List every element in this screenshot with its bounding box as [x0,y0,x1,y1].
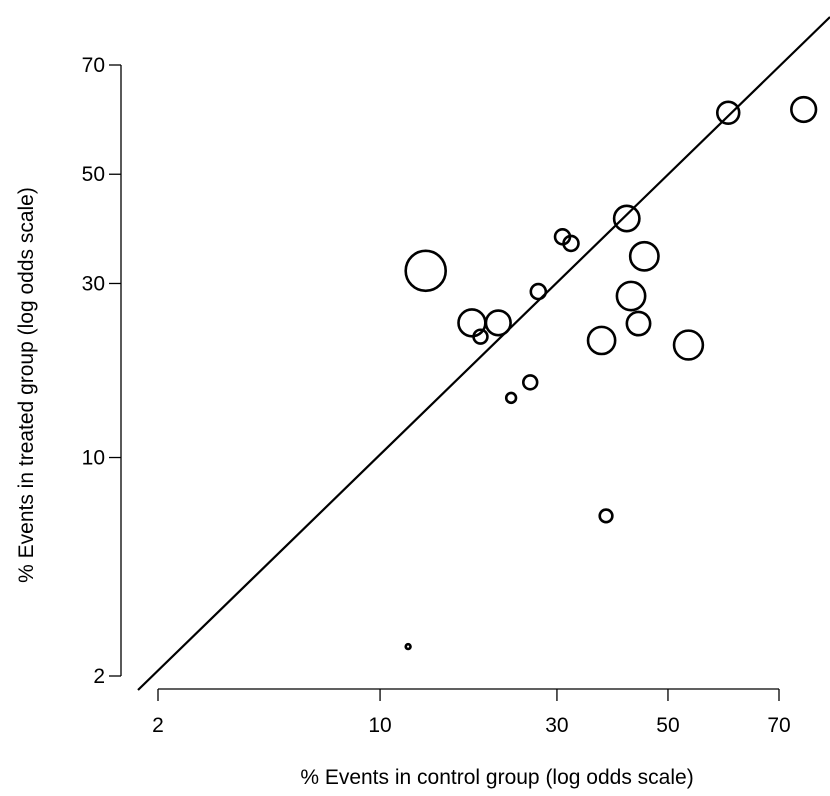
x-tick-label: 30 [545,714,568,737]
line-of-equality [137,16,830,691]
study-point [404,642,412,651]
study-point [504,391,518,405]
study-point [529,282,548,301]
reference-line-layer [137,16,830,691]
y-tick-label: 30 [82,272,105,295]
y-tick-label: 2 [93,665,105,688]
study-point [598,508,614,524]
y-tick-label: 10 [82,447,105,470]
study-point [562,234,580,253]
study-point [457,308,487,338]
x-tick-label: 50 [656,714,679,737]
study-point [715,100,741,126]
y-tick-label: 50 [82,163,105,186]
data-points [404,95,818,651]
study-point [790,95,818,124]
study-point [484,309,512,337]
y-tick-label: 70 [82,54,105,77]
x-tick-label: 2 [152,714,164,737]
y-axis: 2 10 30 50 70 [82,54,122,688]
study-point [404,249,447,293]
x-axis-title: % Events in control group (log odds scal… [300,766,693,789]
study-point [522,374,539,391]
study-point [612,204,641,233]
x-axis: 2 10 30 50 70 [152,688,791,737]
study-point [625,310,652,337]
x-tick-label: 10 [368,714,391,737]
study-point [672,329,705,361]
study-point [586,325,617,356]
y-axis-title: % Events in treated group (log odds scal… [15,187,38,583]
x-tick-label: 70 [767,714,790,737]
study-point [628,240,660,272]
study-point [472,328,489,345]
study-point [615,280,647,312]
